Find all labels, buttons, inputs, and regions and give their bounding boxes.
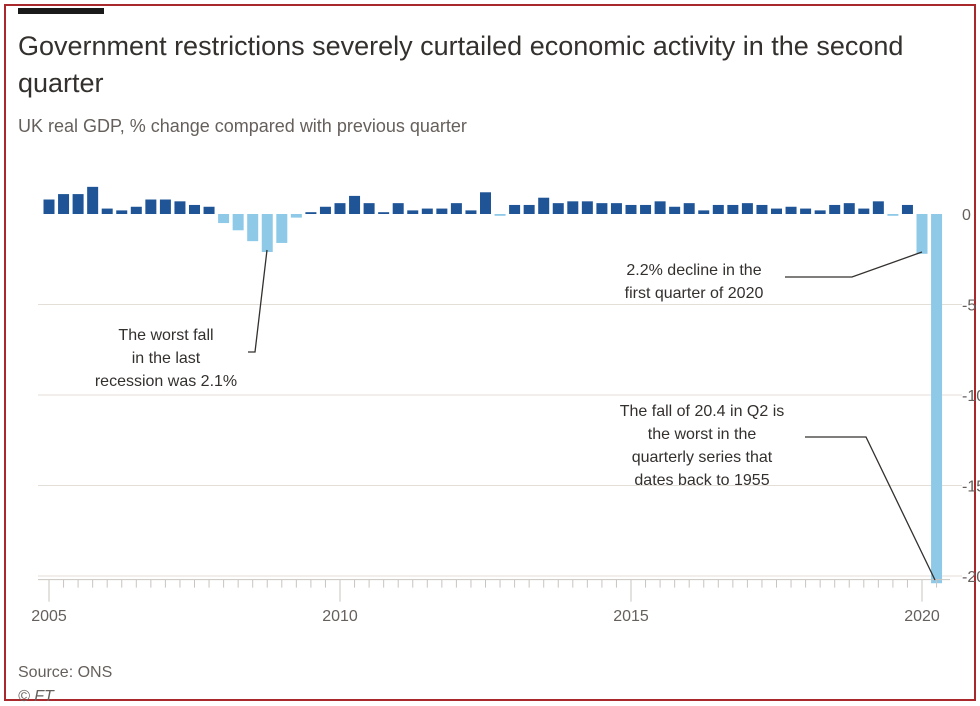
annotations: The worst fall in the last recession was 2… — [95, 249, 936, 581]
bar — [741, 203, 753, 214]
bar — [421, 208, 433, 214]
bar — [232, 214, 244, 231]
bar — [931, 214, 943, 584]
bar — [872, 201, 884, 214]
x-axis-labels: 2005 2010 2015 2020 — [31, 608, 940, 625]
bar — [116, 210, 128, 214]
bar — [829, 204, 841, 214]
bar — [203, 206, 215, 214]
bar — [887, 214, 899, 216]
y-tick-label: -10 — [962, 388, 980, 405]
bar — [407, 210, 419, 214]
bar — [305, 212, 317, 214]
bar — [363, 203, 375, 214]
bar — [538, 197, 550, 214]
annotation-leader-q2-2020 — [805, 436, 936, 581]
bar — [625, 204, 637, 214]
bar — [858, 208, 870, 214]
chart-title: Government restrictions severely curtail… — [18, 31, 904, 98]
bar — [450, 203, 462, 214]
bar — [378, 212, 390, 214]
annotation-q2-2020: the worst in the — [648, 426, 757, 443]
bar — [334, 203, 346, 214]
bar — [87, 186, 99, 214]
bar — [523, 204, 535, 214]
bar — [581, 201, 593, 214]
bar — [785, 206, 797, 214]
bar — [189, 204, 200, 214]
bar — [465, 210, 477, 214]
y-tick-label: 0 — [962, 207, 971, 224]
bar — [58, 194, 70, 214]
bar — [698, 210, 710, 214]
header-accent-bar — [18, 8, 104, 14]
copyright-note: © FT — [18, 688, 54, 705]
x-tick-label: 2020 — [904, 608, 940, 625]
bar — [261, 214, 273, 253]
bar — [567, 201, 579, 214]
annotation-q1-2020: first quarter of 2020 — [625, 285, 764, 302]
bar — [814, 210, 826, 214]
bar — [72, 194, 84, 214]
bar — [247, 214, 259, 242]
bar — [800, 208, 812, 214]
y-tick-label: -5 — [962, 298, 976, 315]
bar — [436, 208, 448, 214]
x-tick-label: 2010 — [322, 608, 358, 625]
bar — [43, 199, 55, 214]
bar — [843, 203, 855, 214]
x-axis — [38, 579, 950, 602]
bar — [596, 203, 608, 214]
bar — [494, 214, 506, 216]
bar — [669, 206, 681, 214]
chart-frame: Government restrictions severely curtail… — [4, 4, 976, 705]
bar — [640, 204, 652, 214]
annotation-q1-2020: 2.2% decline in the — [626, 262, 761, 279]
bar — [610, 203, 622, 214]
bar — [145, 199, 157, 214]
bar — [552, 203, 564, 214]
y-axis-labels: 0 -5 -10 -15 -20 — [962, 207, 980, 586]
bar — [130, 206, 142, 214]
annotation-q2-2020: quarterly series that — [632, 449, 773, 466]
bar — [509, 204, 521, 214]
gridlines — [38, 304, 962, 577]
annotation-recession: The worst fall — [118, 327, 213, 344]
bar — [654, 201, 666, 214]
y-tick-label: -20 — [962, 569, 980, 586]
bar — [916, 214, 928, 254]
bar — [727, 204, 739, 214]
bar — [101, 208, 113, 214]
bar — [174, 201, 186, 214]
annotation-leader-q1-2020 — [785, 251, 923, 278]
bar — [756, 204, 768, 214]
annotation-recession: recession was 2.1% — [95, 373, 237, 390]
chart-subtitle: UK real GDP, % change compared with prev… — [18, 116, 467, 136]
source-note: Source: ONS — [18, 664, 113, 681]
bar — [276, 214, 288, 243]
bar-series — [43, 186, 943, 584]
y-tick-label: -15 — [962, 479, 980, 496]
bar — [901, 204, 913, 214]
annotation-q2-2020: dates back to 1955 — [634, 472, 769, 489]
bar — [683, 203, 695, 214]
bar — [392, 203, 404, 214]
bar — [159, 199, 171, 214]
x-tick-label: 2015 — [613, 608, 649, 625]
annotation-recession: in the last — [132, 350, 201, 367]
bar — [712, 204, 724, 214]
bar — [290, 214, 302, 218]
annotation-q2-2020: The fall of 20.4 in Q2 is — [620, 403, 785, 420]
bar — [480, 192, 491, 214]
bar — [771, 208, 782, 214]
annotation-leader-recession — [248, 249, 268, 353]
bar — [349, 195, 361, 214]
bar — [218, 214, 230, 224]
bar — [319, 206, 331, 214]
x-tick-label: 2005 — [31, 608, 67, 625]
